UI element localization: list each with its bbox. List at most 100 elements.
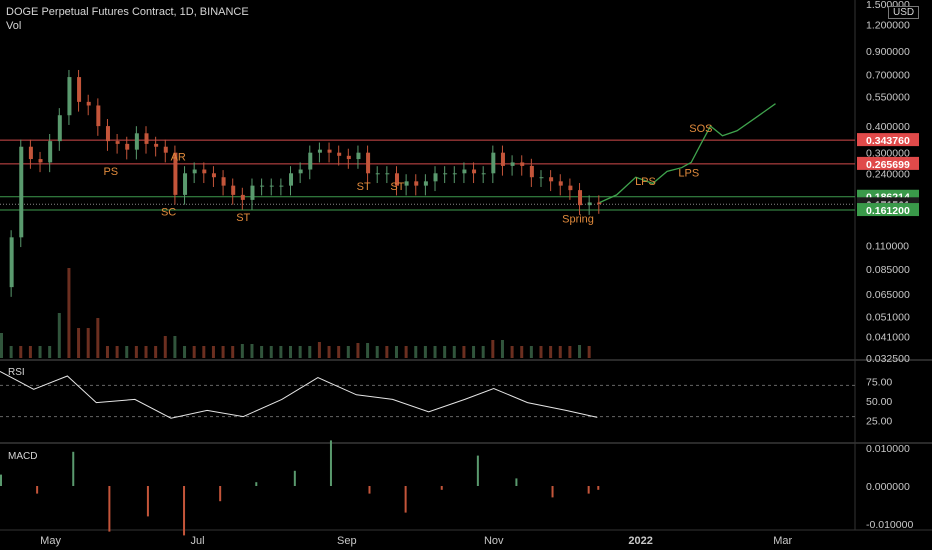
volume-bar bbox=[529, 346, 533, 358]
wyckoff-annotation: Spring bbox=[562, 213, 594, 225]
candle-body bbox=[500, 152, 505, 166]
candle-body bbox=[260, 185, 265, 187]
rsi-line bbox=[0, 370, 598, 419]
wyckoff-annotation: SC bbox=[161, 206, 176, 218]
candle-body bbox=[481, 173, 486, 175]
volume-bar bbox=[38, 346, 42, 358]
candle-body bbox=[57, 115, 62, 142]
candle-body bbox=[510, 162, 515, 166]
price-tick-label: 0.032500 bbox=[866, 353, 910, 365]
volume-bar bbox=[578, 345, 582, 358]
currency-button[interactable]: USD bbox=[888, 6, 920, 19]
volume-bar bbox=[317, 342, 321, 358]
price-tag bbox=[857, 156, 919, 170]
macd-histogram-bar bbox=[0, 474, 2, 486]
volume-bar bbox=[510, 346, 514, 358]
candle-body bbox=[202, 169, 207, 174]
volume-bar bbox=[549, 346, 553, 358]
candle-body bbox=[250, 185, 255, 200]
volume-bar bbox=[77, 328, 81, 358]
macd-histogram-bar bbox=[293, 470, 296, 486]
candle-body bbox=[279, 185, 284, 187]
volume-bar bbox=[298, 346, 302, 358]
price-tick-label: 0.240000 bbox=[866, 168, 910, 180]
rsi-tick-label: 25.00 bbox=[866, 416, 892, 428]
volume-bar bbox=[414, 346, 418, 358]
macd-tick-label: -0.010000 bbox=[866, 519, 913, 531]
volume-bar bbox=[472, 346, 476, 358]
rsi-label: RSI bbox=[8, 367, 25, 378]
volume-bar bbox=[9, 346, 13, 358]
macd-histogram-bar bbox=[255, 482, 258, 486]
candle-body bbox=[96, 105, 101, 127]
volume-bar bbox=[269, 346, 273, 358]
price-tick-label: 0.300000 bbox=[866, 148, 910, 160]
volume-bar bbox=[539, 346, 543, 358]
candle-body bbox=[327, 149, 332, 153]
volume-bar bbox=[346, 346, 350, 358]
volume-bar bbox=[105, 346, 109, 358]
wyckoff-annotation: AR bbox=[171, 152, 186, 164]
volume-bar bbox=[48, 346, 52, 358]
candle-body bbox=[211, 173, 216, 178]
price-tick-label: 0.085000 bbox=[866, 264, 910, 276]
price-tag-label: 0.343760 bbox=[866, 135, 910, 147]
volume-bar bbox=[404, 346, 408, 358]
macd-histogram-bar bbox=[36, 486, 39, 494]
volume-bar bbox=[375, 346, 379, 358]
candle-body bbox=[433, 173, 438, 182]
time-tick-label: May bbox=[40, 535, 61, 547]
volume-bar bbox=[231, 346, 235, 358]
volume-bar bbox=[154, 346, 158, 358]
volume-bar bbox=[423, 346, 427, 358]
candle-body bbox=[568, 185, 573, 191]
price-tick-label: 1.200000 bbox=[866, 20, 910, 32]
volume-bar bbox=[125, 346, 129, 358]
candle-body bbox=[221, 177, 226, 186]
macd-label: MACD bbox=[8, 451, 38, 462]
candle-body bbox=[578, 190, 583, 206]
candle-body bbox=[520, 162, 525, 166]
price-tag-label: 0.265699 bbox=[866, 159, 910, 171]
price-tick-label: 0.065000 bbox=[866, 289, 910, 301]
volume-bar bbox=[0, 333, 3, 358]
volume-bar bbox=[481, 346, 485, 358]
time-tick-label: 2022 bbox=[628, 535, 652, 547]
volume-label: Vol bbox=[6, 20, 22, 32]
candle-body bbox=[125, 143, 130, 150]
time-tick-label: Nov bbox=[484, 535, 504, 547]
candle-body bbox=[115, 141, 120, 144]
macd-histogram-bar bbox=[108, 486, 111, 532]
volume-bar bbox=[394, 346, 398, 358]
macd-tick-label: 0.010000 bbox=[866, 443, 910, 455]
candle-body bbox=[597, 202, 602, 205]
candle-body bbox=[443, 173, 448, 175]
volume-bar bbox=[366, 343, 370, 358]
candle-body bbox=[337, 152, 342, 156]
volume-bar bbox=[568, 346, 572, 358]
candle-body bbox=[529, 165, 534, 178]
price-tag bbox=[857, 133, 919, 147]
volume-bar bbox=[520, 346, 524, 358]
candle-body bbox=[308, 152, 313, 170]
volume-bar bbox=[211, 346, 215, 358]
volume-bar bbox=[452, 346, 456, 358]
volume-bar bbox=[443, 346, 447, 358]
candle-body bbox=[356, 152, 361, 160]
volume-bar bbox=[202, 346, 206, 358]
price-tick-label: 0.550000 bbox=[866, 92, 910, 104]
candle-body bbox=[423, 181, 428, 186]
candle-body bbox=[19, 146, 24, 238]
volume-bar bbox=[491, 340, 495, 358]
volume-bar bbox=[433, 346, 437, 358]
candle-body bbox=[375, 173, 380, 175]
price-tag-label: 0.161200 bbox=[866, 205, 910, 217]
volume-bar bbox=[289, 346, 293, 358]
candle-body bbox=[9, 237, 14, 288]
macd-histogram-bar bbox=[329, 440, 332, 486]
wyckoff-annotation: ST bbox=[236, 212, 250, 224]
price-tick-label: 0.041000 bbox=[866, 332, 910, 344]
macd-histogram-bar bbox=[587, 486, 590, 494]
